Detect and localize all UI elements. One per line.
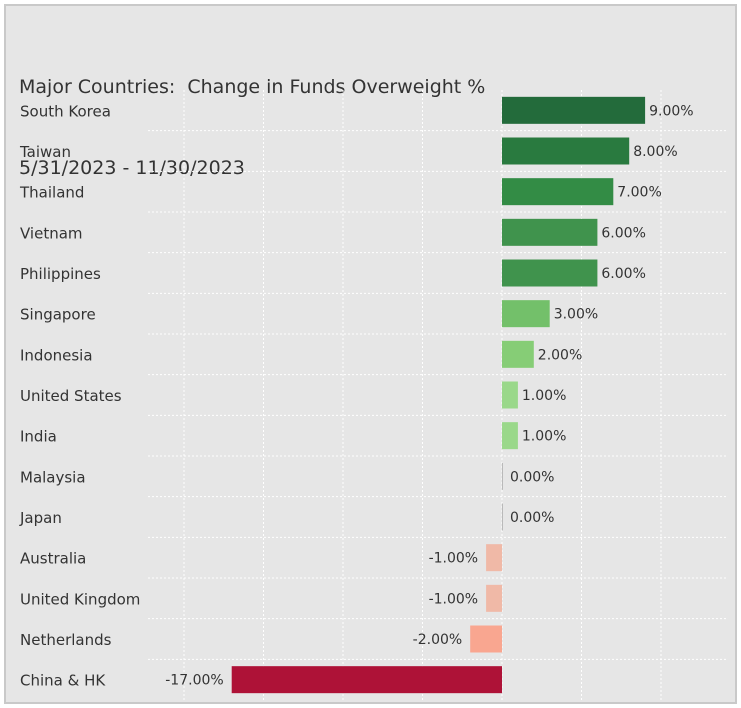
category-label: Philippines bbox=[20, 265, 101, 283]
data-label: 7.00% bbox=[617, 185, 661, 201]
bar bbox=[502, 503, 503, 531]
data-label: 8.00% bbox=[633, 144, 677, 160]
data-label: 0.00% bbox=[510, 510, 554, 526]
chart-subtitle: 5/31/2023 - 11/30/2023 bbox=[19, 157, 245, 179]
data-label: -1.00% bbox=[429, 591, 479, 607]
category-label: United Kingdom bbox=[20, 590, 140, 608]
category-label: Singapore bbox=[20, 306, 96, 324]
category-label: Thailand bbox=[19, 184, 84, 202]
data-label: 1.00% bbox=[522, 388, 566, 404]
category-label: India bbox=[20, 428, 57, 446]
bar bbox=[502, 96, 646, 124]
category-label: South Korea bbox=[20, 102, 111, 120]
data-label: 0.00% bbox=[510, 469, 554, 485]
category-label: Malaysia bbox=[20, 468, 86, 486]
bar bbox=[502, 381, 518, 409]
bar bbox=[502, 462, 503, 490]
bar bbox=[486, 544, 502, 572]
data-label: -17.00% bbox=[165, 673, 223, 689]
category-label: United States bbox=[20, 387, 122, 405]
chart-card: Major Countries: Change in Funds Overwei… bbox=[4, 4, 737, 704]
data-label: 6.00% bbox=[601, 266, 645, 282]
bar-rows: South Korea 9.00% Taiwan 8.00% Thailand 7.00%… bbox=[19, 96, 694, 694]
bar bbox=[502, 422, 518, 450]
bar bbox=[502, 137, 630, 165]
chart-title: Major Countries: Change in Funds Overwei… bbox=[19, 76, 486, 98]
data-label: 9.00% bbox=[649, 103, 693, 119]
bar bbox=[486, 584, 502, 612]
category-label: Netherlands bbox=[20, 631, 112, 649]
bar bbox=[502, 340, 534, 368]
category-label: Indonesia bbox=[20, 346, 93, 364]
data-label: -1.00% bbox=[429, 551, 479, 567]
bar-chart-plot: South Korea 9.00% Taiwan 8.00% Thailand 7.00%… bbox=[19, 90, 728, 700]
chart-title-block: Major Countries: Change in Funds Overwei… bbox=[19, 20, 485, 236]
bar bbox=[231, 666, 502, 694]
bar bbox=[502, 178, 614, 206]
grid-lines bbox=[148, 90, 728, 700]
category-label: Taiwan bbox=[19, 143, 71, 161]
bar bbox=[470, 625, 502, 653]
data-label: 1.00% bbox=[522, 429, 566, 445]
category-label: China & HK bbox=[20, 672, 106, 690]
bar bbox=[502, 300, 550, 328]
data-label: -2.00% bbox=[413, 632, 463, 648]
data-label: 3.00% bbox=[554, 307, 598, 323]
category-label: Vietnam bbox=[20, 224, 83, 242]
category-label: Japan bbox=[19, 509, 62, 527]
bar bbox=[502, 259, 598, 287]
bar bbox=[502, 218, 598, 246]
category-label: Australia bbox=[20, 550, 86, 568]
data-label: 6.00% bbox=[601, 225, 645, 241]
data-label: 2.00% bbox=[538, 347, 582, 363]
